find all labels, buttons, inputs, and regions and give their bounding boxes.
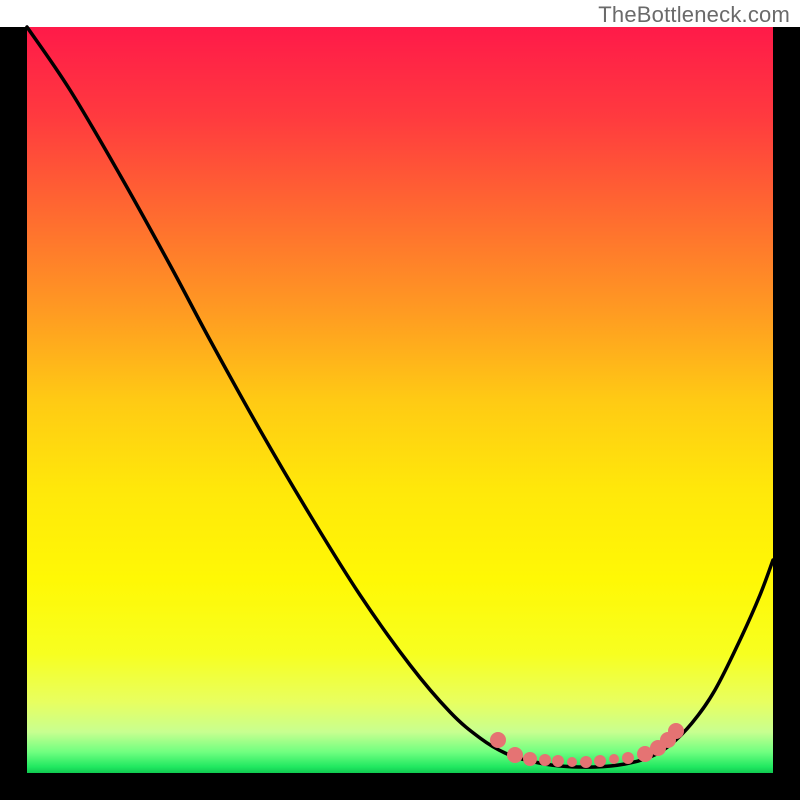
valley-marker bbox=[523, 752, 537, 766]
valley-marker bbox=[490, 732, 506, 748]
gradient-background bbox=[27, 27, 773, 773]
valley-marker bbox=[580, 756, 592, 768]
border-left bbox=[0, 27, 27, 800]
valley-marker bbox=[552, 755, 564, 767]
valley-marker bbox=[594, 755, 606, 767]
valley-marker bbox=[660, 732, 676, 748]
valley-marker bbox=[539, 754, 551, 766]
border-bottom bbox=[0, 773, 800, 800]
chart-svg bbox=[0, 0, 800, 800]
attribution-text: TheBottleneck.com bbox=[598, 2, 790, 28]
valley-marker bbox=[668, 723, 684, 739]
border-right bbox=[773, 27, 800, 800]
bottleneck-chart: TheBottleneck.com bbox=[0, 0, 800, 800]
valley-markers bbox=[490, 723, 684, 768]
valley-marker bbox=[609, 754, 619, 764]
bottleneck-curve bbox=[27, 27, 773, 767]
valley-marker bbox=[507, 747, 523, 763]
valley-marker bbox=[622, 752, 634, 764]
valley-marker bbox=[637, 746, 653, 762]
valley-marker bbox=[567, 757, 577, 767]
valley-marker bbox=[650, 740, 666, 756]
